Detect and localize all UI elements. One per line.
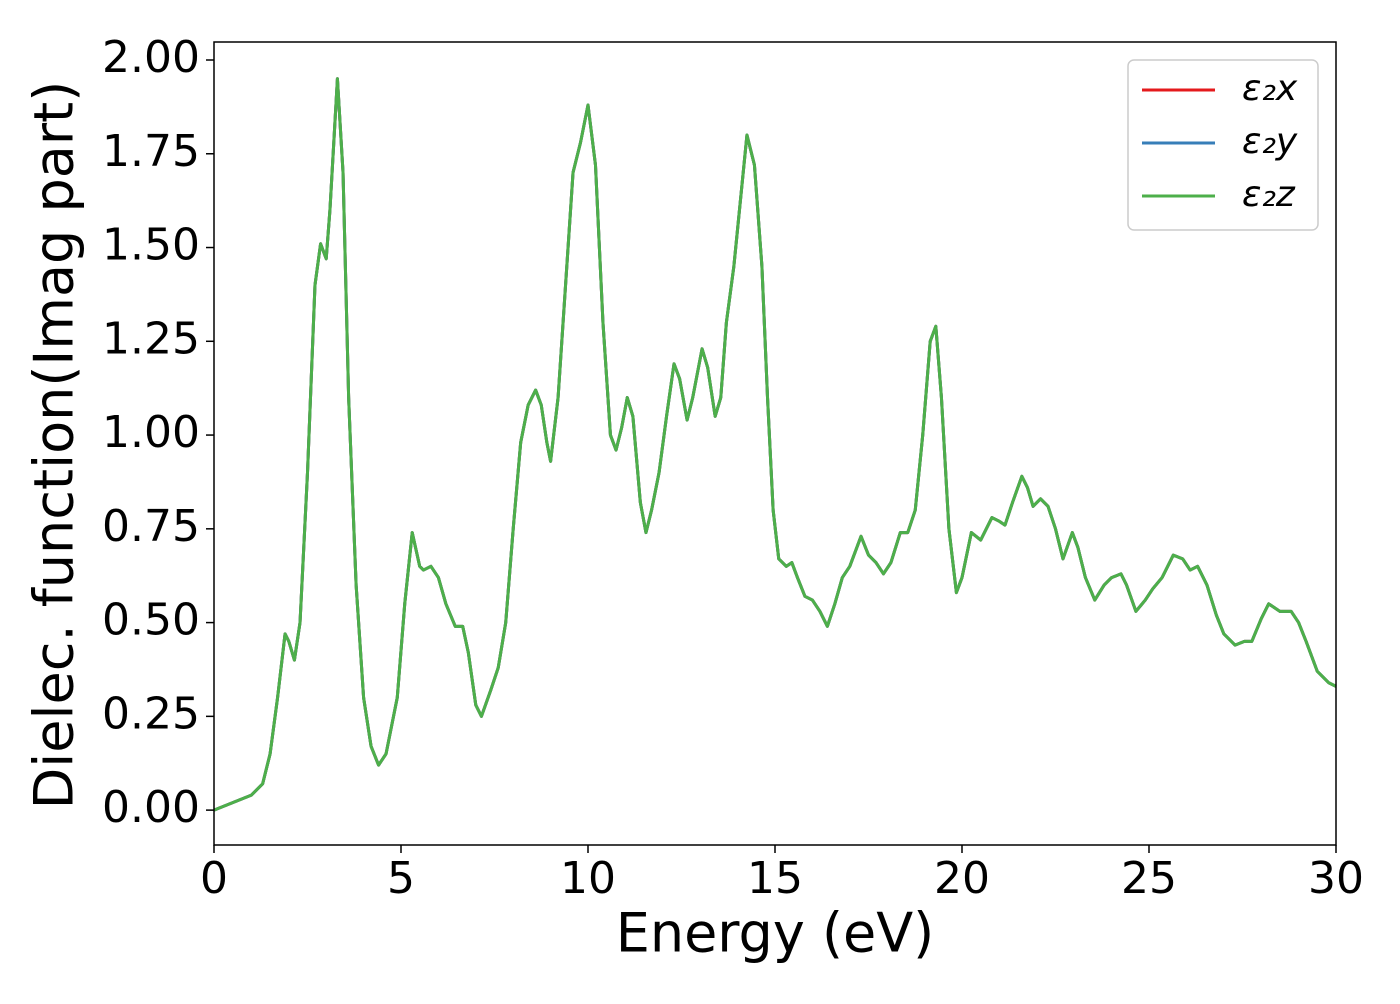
x-tick-label: 30 — [1308, 853, 1364, 904]
plot-frame — [213, 41, 1337, 846]
y-tick-label: 1.25 — [102, 313, 200, 364]
legend-label: ε₂y — [1242, 121, 1298, 162]
x-tick-label: 15 — [747, 853, 803, 904]
y-tick-label: 0.50 — [102, 595, 200, 646]
y-tick-label: 0.25 — [102, 688, 200, 739]
y-tick-label: 1.75 — [102, 126, 200, 177]
x-tick-label: 5 — [387, 853, 415, 904]
series-line — [213, 77, 1337, 812]
y-tick-label: 1.00 — [102, 407, 200, 458]
legend-label: ε₂x — [1242, 68, 1298, 109]
y-axis-label: Dielec. function(Imag part) — [23, 81, 86, 810]
legend-label: ε₂z — [1242, 174, 1296, 215]
y-tick-label: 1.50 — [102, 220, 200, 271]
y-tick-label: 0.75 — [102, 501, 200, 552]
legend-box — [1127, 59, 1319, 231]
x-tick-label: 25 — [1121, 853, 1177, 904]
x-tick-label: 10 — [560, 853, 616, 904]
x-tick-label: 0 — [200, 853, 228, 904]
x-tick-label: 20 — [934, 853, 990, 904]
y-tick-label: 2.00 — [102, 32, 200, 83]
y-tick-label: 0.00 — [102, 782, 200, 833]
x-axis-label: Energy (eV) — [616, 902, 935, 965]
